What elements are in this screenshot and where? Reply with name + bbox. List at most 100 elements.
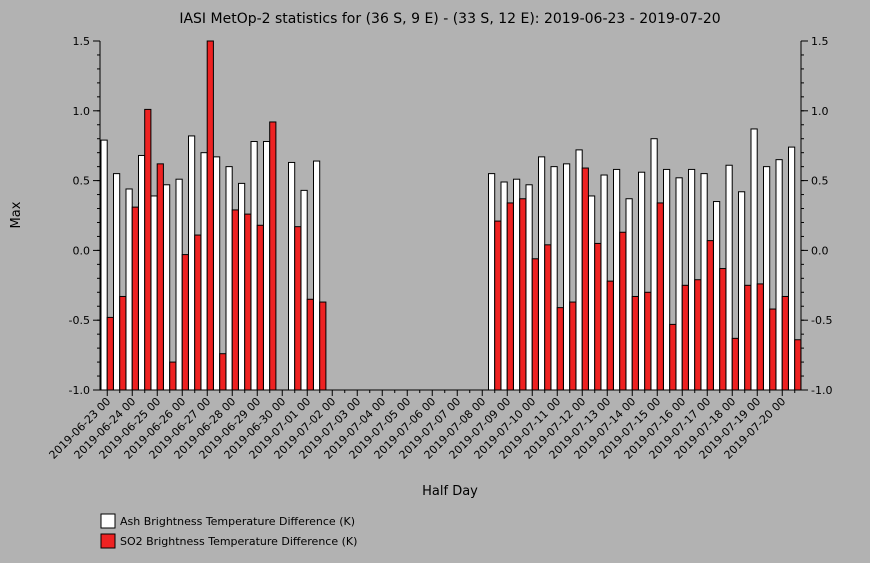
bar-so2	[594, 242, 602, 391]
bar-ash	[763, 166, 771, 391]
bar-ash	[538, 156, 546, 391]
bar-so2	[756, 283, 764, 391]
bar-so2	[106, 316, 114, 391]
bar-so2	[681, 284, 689, 391]
y-tick-label-left: 1.0	[73, 105, 91, 118]
bar-ash	[188, 135, 196, 391]
bar-ash	[250, 141, 258, 391]
bar-so2	[531, 258, 539, 391]
bar-so2	[231, 209, 239, 391]
bar-so2	[569, 301, 577, 391]
legend-swatch-ash	[100, 513, 116, 529]
bar-ash	[650, 138, 658, 391]
bar-ash	[788, 146, 796, 391]
bar-so2	[306, 298, 314, 391]
bar-so2	[206, 40, 214, 391]
bar-so2	[519, 198, 527, 391]
bar-so2	[706, 240, 714, 391]
bar-so2	[144, 108, 152, 391]
bar-ash	[163, 184, 171, 391]
bar-ash	[613, 168, 621, 391]
bar-ash	[238, 182, 246, 391]
bar-ash	[725, 164, 733, 391]
bar-so2	[194, 234, 202, 391]
bar-ash	[588, 195, 596, 391]
y-tick-label-right: 1.5	[811, 35, 829, 48]
bar-so2	[581, 167, 589, 391]
y-axis-label: Max	[9, 201, 24, 228]
x-axis-label: Half Day	[422, 484, 478, 499]
legend-label-so2: SO2 Brightness Temperature Difference (K…	[120, 535, 357, 548]
bar-ash	[175, 178, 183, 391]
bar-ash	[100, 139, 108, 391]
bar-ash	[688, 168, 696, 391]
bar-so2	[544, 244, 552, 391]
bar-ash	[750, 128, 758, 391]
bar-so2	[631, 295, 639, 391]
bar-so2	[244, 213, 252, 391]
bar-so2	[644, 291, 652, 391]
bar-ash	[713, 201, 721, 391]
bar-so2	[656, 202, 664, 391]
y-tick-label-right: 0.0	[811, 244, 829, 257]
bar-so2	[506, 202, 514, 391]
bar-ash	[313, 160, 321, 391]
bar-ash	[288, 161, 296, 391]
bar-so2	[169, 361, 177, 391]
bar-so2	[744, 284, 752, 391]
bar-ash	[525, 184, 533, 391]
bar-ash	[225, 166, 233, 391]
bar-so2	[294, 226, 302, 391]
bar-ash	[700, 173, 708, 391]
bar-so2	[794, 339, 802, 391]
bar-ash	[775, 159, 783, 391]
bar-so2	[619, 231, 627, 391]
bar-ash	[575, 149, 583, 391]
bar-ash	[550, 166, 558, 391]
bar-ash	[150, 195, 158, 391]
bar-ash	[125, 188, 133, 391]
bar-so2	[719, 268, 727, 391]
bar-so2	[119, 295, 127, 391]
bar-ash	[738, 191, 746, 391]
bar-ash	[513, 178, 521, 391]
bar-ash	[600, 174, 608, 391]
bar-so2	[181, 254, 189, 391]
bar-ash	[300, 189, 308, 391]
bar-so2	[156, 163, 164, 391]
bar-so2	[694, 279, 702, 391]
bar-so2	[319, 301, 327, 391]
chart-title: IASI MetOp-2 statistics for (36 S, 9 E) …	[179, 11, 720, 27]
y-tick-label-left: 1.5	[73, 35, 91, 48]
bar-so2	[731, 337, 739, 391]
bar-so2	[769, 308, 777, 391]
y-tick-label-right: -1.0	[811, 384, 832, 397]
y-tick-label-right: -0.5	[811, 314, 832, 327]
y-tick-label-left: 0.5	[73, 175, 91, 188]
legend-swatch-so2	[100, 533, 116, 549]
bar-ash	[663, 168, 671, 391]
bar-ash	[488, 173, 496, 391]
bar-so2	[256, 224, 264, 391]
bar-ash	[213, 156, 221, 391]
bar-so2	[269, 121, 277, 391]
y-tick-label-right: 1.0	[811, 105, 829, 118]
bar-ash	[563, 163, 571, 391]
bar-ash	[138, 154, 146, 391]
y-tick-label-left: -0.5	[69, 314, 90, 327]
y-tick-label-left: 0.0	[73, 244, 91, 257]
bar-so2	[131, 206, 139, 391]
bar-ash	[675, 177, 683, 391]
bar-ash	[500, 181, 508, 391]
bar-so2	[669, 323, 677, 391]
bar-so2	[219, 353, 227, 391]
bar-so2	[556, 307, 564, 391]
plot-area: -1.0 -1.0 -0.5 -0.5 0.0 0.0 0.5 0.5 1.0 1.0 1.5 1.5…	[47, 35, 833, 462]
bar-ash	[200, 152, 208, 391]
bar-so2	[606, 280, 614, 391]
bar-ash	[625, 198, 633, 391]
legend-label-ash: Ash Brightness Temperature Difference (K…	[120, 515, 355, 528]
bar-so2	[494, 220, 502, 391]
bar-ash	[638, 171, 646, 391]
